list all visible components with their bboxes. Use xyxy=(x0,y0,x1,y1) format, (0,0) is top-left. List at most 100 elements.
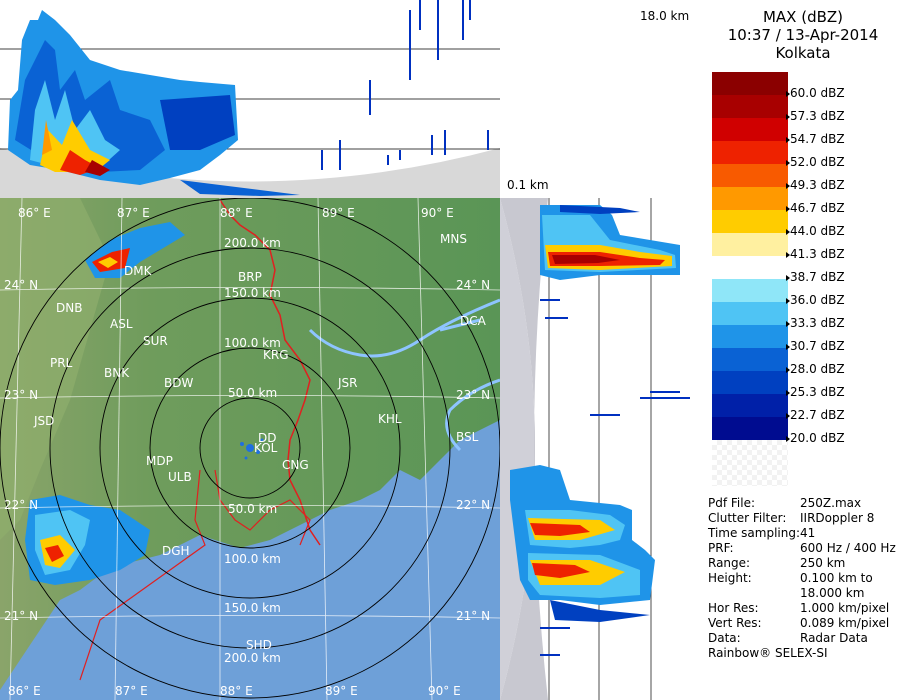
lon-label-top: 88° E xyxy=(220,206,253,220)
place-label: DMK xyxy=(124,264,152,278)
place-label: DD xyxy=(258,431,277,445)
legend-label: 30.7 dBZ xyxy=(786,339,845,353)
place-label: JSD xyxy=(34,414,55,428)
lat-label-left: 22° N xyxy=(4,498,39,512)
lat-label-left: 24° N xyxy=(4,278,39,292)
place-label: JSR xyxy=(338,376,358,390)
legend-swatch xyxy=(712,394,788,417)
range-label: 100.0 km xyxy=(224,552,281,566)
right-cross-section xyxy=(500,198,700,700)
legend-swatch xyxy=(712,187,788,210)
legend-label: 60.0 dBZ xyxy=(786,86,845,100)
legend-label: 22.7 dBZ xyxy=(786,408,845,422)
place-label: DNB xyxy=(56,301,83,315)
info-key: Hor Res: xyxy=(708,601,759,615)
place-label: ULB xyxy=(168,470,192,484)
lat-label-left: 23° N xyxy=(4,388,39,402)
map-labels: 86° E 87° E 88° E 89° E 90° E 86° E 87° … xyxy=(0,198,500,700)
info-value: 250Z.max xyxy=(800,496,862,510)
range-label: 50.0 km xyxy=(228,386,278,400)
legend-swatch xyxy=(712,325,788,348)
legend-swatch xyxy=(712,371,788,394)
legend-label: 38.7 dBZ xyxy=(786,270,845,284)
info-key: Time sampling: xyxy=(708,526,801,540)
legend-swatch xyxy=(712,210,788,233)
lon-label-bottom: 90° E xyxy=(428,684,461,698)
info-key: Height: xyxy=(708,571,752,585)
place-label: BSL xyxy=(456,430,479,444)
legend-swatch xyxy=(712,279,788,302)
info-value: 0.089 km/pixel xyxy=(800,616,890,630)
lat-label-right: 24° N xyxy=(456,278,491,292)
info-value: Radar Data xyxy=(800,631,868,645)
lon-label-top: 86° E xyxy=(18,206,51,220)
place-label: KRG xyxy=(263,348,289,362)
legend-label: 46.7 dBZ xyxy=(786,201,845,215)
place-label: DCA xyxy=(460,314,486,328)
lon-label-bottom: 88° E xyxy=(220,684,253,698)
legend-swatch xyxy=(712,141,788,164)
height-max-label: 18.0 km xyxy=(640,9,690,23)
lon-label-bottom: 89° E xyxy=(325,684,358,698)
product-title: MAX (dBZ) 10:37 / 13-Apr-2014 Kolkata xyxy=(700,8,906,62)
lat-label-right: 23° N xyxy=(456,388,491,402)
place-label: CNG xyxy=(282,458,309,472)
lon-label-top: 89° E xyxy=(322,206,355,220)
lat-label-right: 21° N xyxy=(456,609,491,623)
legend-swatch xyxy=(712,118,788,141)
legend-label: 33.3 dBZ xyxy=(786,316,845,330)
legend-swatch xyxy=(712,233,788,256)
place-label: KOL xyxy=(254,441,278,455)
footer-credit: Rainbow® SELEX-SI xyxy=(708,646,828,660)
info-key: Clutter Filter: xyxy=(708,511,787,525)
legend-swatch xyxy=(712,164,788,187)
radar-map xyxy=(0,198,500,700)
legend-swatch xyxy=(712,302,788,325)
place-label: BRP xyxy=(238,270,262,284)
range-label: 150.0 km xyxy=(224,601,281,615)
legend-label: 41.3 dBZ xyxy=(786,247,845,261)
legend-swatch xyxy=(712,348,788,371)
map-echo-north xyxy=(85,222,185,278)
place-label: BDW xyxy=(164,376,194,390)
info-value: 41 xyxy=(800,526,816,540)
place-label: BNK xyxy=(104,366,130,380)
range-label: 200.0 km xyxy=(224,236,281,250)
place-label: SUR xyxy=(143,334,168,348)
info-value: 18.000 km xyxy=(800,586,865,600)
range-label: 200.0 km xyxy=(224,651,281,665)
place-label: DGH xyxy=(162,544,190,558)
info-key: Data: xyxy=(708,631,741,645)
range-label: 100.0 km xyxy=(224,336,281,350)
lon-label-top: 87° E xyxy=(117,206,150,220)
info-value: 1.000 km/pixel xyxy=(800,601,890,615)
legend-label: 57.3 dBZ xyxy=(786,109,845,123)
range-label: 50.0 km xyxy=(228,502,278,516)
legend-label: 25.3 dBZ xyxy=(786,385,845,399)
info-value: IIRDoppler 8 xyxy=(800,511,875,525)
lon-label-bottom: 86° E xyxy=(8,684,41,698)
legend-swatch xyxy=(712,417,788,440)
info-key: Range: xyxy=(708,556,751,570)
place-label: MDP xyxy=(146,454,173,468)
legend-label: 52.0 dBZ xyxy=(786,155,845,169)
legend-empty-area xyxy=(712,440,788,486)
right-echo-north xyxy=(540,205,680,280)
info-key: PRF: xyxy=(708,541,734,555)
range-label: 150.0 km xyxy=(224,286,281,300)
border-line xyxy=(219,199,321,546)
place-label: ASL xyxy=(110,317,133,331)
legend-swatch xyxy=(712,72,788,95)
lat-label-right: 22° N xyxy=(456,498,491,512)
info-key: Pdf File: xyxy=(708,496,756,510)
map-echo-south xyxy=(25,495,150,585)
product-name: MAX (dBZ) xyxy=(762,8,844,26)
legend-label: 36.0 dBZ xyxy=(786,293,845,307)
info-key: Vert Res: xyxy=(708,616,762,630)
range-rings xyxy=(0,198,500,699)
legend-label: 44.0 dBZ xyxy=(786,224,845,238)
right-echo-south xyxy=(510,465,655,622)
height-min-label: 0.1 km xyxy=(507,178,549,192)
legend-swatch xyxy=(712,95,788,118)
